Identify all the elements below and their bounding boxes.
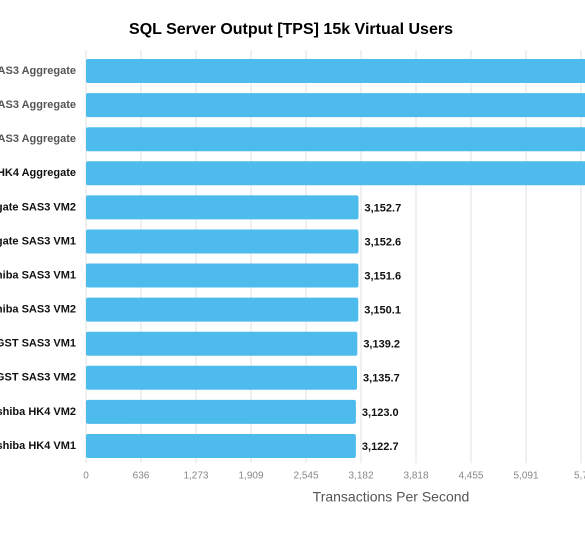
bar [86, 195, 359, 220]
x-axis-title: Transactions Per Second [313, 489, 470, 505]
data-label: 3,135.7 [363, 373, 400, 385]
x-tick-label: 0 [83, 471, 89, 482]
bar [86, 59, 585, 84]
x-tick-label: 2,545 [293, 471, 318, 482]
chart-title: SQL Server Output [TPS] 15k Virtual User… [129, 21, 453, 38]
y-tick-label: GST SAS3 VM2 [0, 372, 76, 384]
x-tick-label: 5,091 [513, 471, 538, 482]
x-tick-label: 5,7 [574, 471, 585, 482]
y-tick-label: shiba HK4 VM2 [0, 406, 76, 418]
y-tick-label: SAS3 Aggregate [0, 99, 76, 111]
data-label: 3,122.7 [362, 441, 399, 453]
bar [86, 399, 356, 424]
x-tick-label: 4,455 [458, 471, 483, 482]
bar [86, 433, 356, 458]
data-label: 3,152.6 [364, 236, 401, 248]
bar [86, 331, 358, 356]
data-label: 3,152.7 [364, 202, 401, 214]
x-tick-label: 636 [133, 471, 150, 482]
x-tick-label: 3,818 [403, 471, 428, 482]
bar [86, 229, 359, 254]
y-tick-label: hiba SAS3 VM1 [0, 269, 76, 281]
y-tick-label: shiba HK4 VM1 [0, 440, 76, 452]
y-tick-label: hiba SAS3 VM2 [0, 304, 76, 316]
bar [86, 127, 585, 152]
x-tick-label: 1,273 [183, 471, 208, 482]
y-tick-label: gate SAS3 VM2 [0, 201, 76, 213]
y-tick-label: HK4 Aggregate [0, 167, 76, 179]
data-label: 3,151.6 [364, 270, 401, 282]
x-tick-label: 3,182 [348, 471, 373, 482]
y-tick-label: gate SAS3 VM1 [0, 235, 76, 247]
bar [86, 365, 358, 390]
x-tick-label: 1,909 [238, 471, 263, 482]
bar [86, 93, 585, 118]
bar [86, 297, 359, 322]
data-label: 3,123.0 [362, 407, 399, 419]
data-label: 3,150.1 [364, 305, 401, 317]
data-label: 3,139.2 [363, 339, 400, 351]
bar [86, 161, 585, 186]
bar [86, 263, 359, 288]
y-tick-label: SAS3 Aggregate [0, 133, 76, 145]
y-tick-label: SAS3 Aggregate [0, 65, 76, 77]
y-tick-label: GST SAS3 VM1 [0, 338, 76, 350]
